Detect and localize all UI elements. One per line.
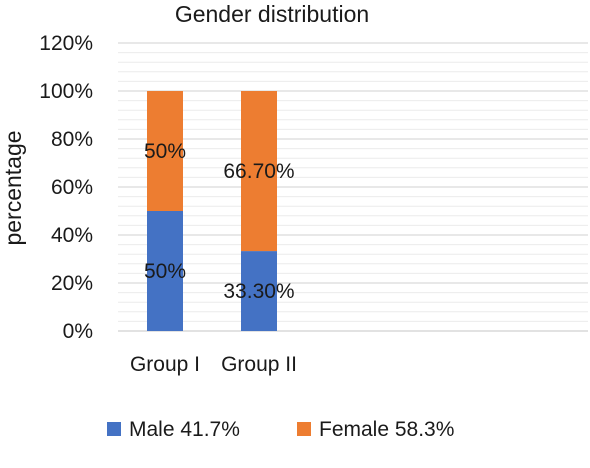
y-tick-label: 40% xyxy=(51,224,93,247)
data-label: 50% xyxy=(144,260,186,283)
legend-label: Female 58.3% xyxy=(319,418,454,441)
x-category-label: Group I xyxy=(130,353,200,376)
y-tick-label: 120% xyxy=(39,32,93,55)
bars xyxy=(147,91,277,331)
y-tick-label: 0% xyxy=(63,320,93,343)
bar-segment xyxy=(147,211,183,331)
y-axis-label: percentage xyxy=(0,130,26,245)
y-tick-label: 80% xyxy=(51,128,93,151)
y-axis-ticks: 0% 20% 40% 60% 80% 100% 120% xyxy=(39,32,93,343)
y-tick-label: 100% xyxy=(39,80,93,103)
bar-segment xyxy=(241,251,277,331)
x-axis-categories: Group I Group II xyxy=(130,353,297,376)
legend: Male 41.7% Female 58.3% xyxy=(107,418,454,441)
bar-segment xyxy=(147,91,183,211)
gridlines xyxy=(118,42,588,332)
legend-swatch xyxy=(297,422,311,436)
bar-segment xyxy=(241,91,277,252)
data-label: 50% xyxy=(144,140,186,163)
data-label: 66.70% xyxy=(223,160,294,183)
legend-label: Male 41.7% xyxy=(129,418,240,441)
data-label: 33.30% xyxy=(223,280,294,303)
data-labels: 50% 50% 33.30% 66.70% xyxy=(144,140,295,303)
y-tick-label: 20% xyxy=(51,272,93,295)
y-tick-label: 60% xyxy=(51,176,93,199)
chart-title: Gender distribution xyxy=(175,1,369,27)
x-category-label: Group II xyxy=(221,353,297,376)
legend-swatch xyxy=(107,422,121,436)
